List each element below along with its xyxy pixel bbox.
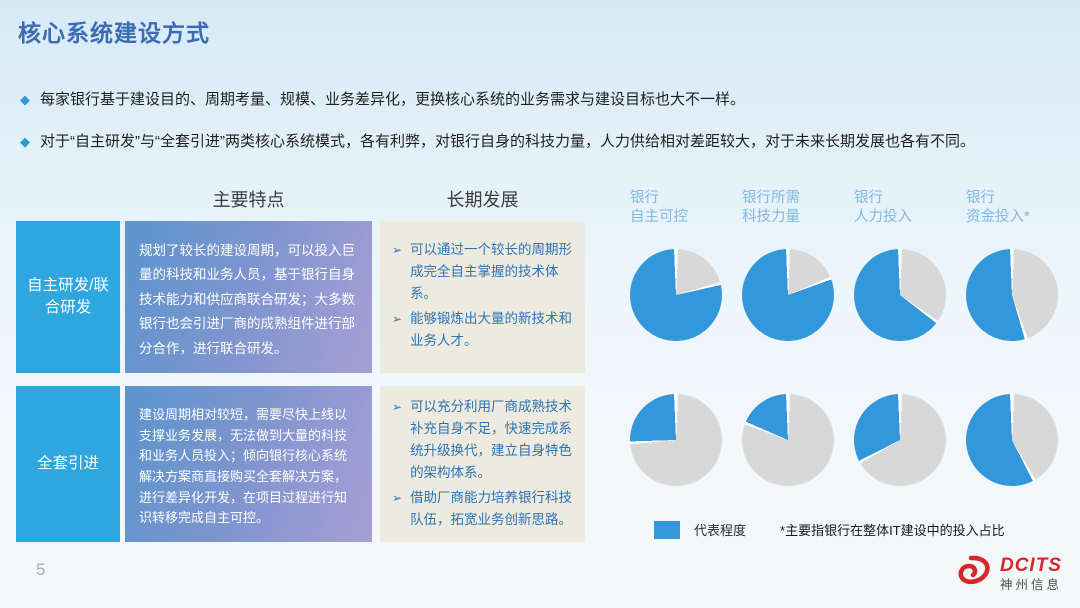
pie-chart-capital-row1 <box>966 249 1058 341</box>
longterm-text: 能够锻炼出大量的新技术和业务人才。 <box>410 311 573 348</box>
pie-chart-autonomy-row2 <box>630 394 722 486</box>
page-title: 核心系统建设方式 <box>18 20 210 46</box>
arrow-bullet-icon: ➢ <box>392 400 403 414</box>
legend-swatch <box>654 520 680 539</box>
longterm-text: 可以充分利用厂商成熟技术补充自身不足，快速完成系统升级换代，建立自身特色的架构体… <box>410 399 573 480</box>
page-number: 5 <box>36 560 46 579</box>
pie-column-headers: 银行 自主可控 银行所需 科技力量 银行 人力投入 银行 资金投入* <box>622 189 1070 227</box>
pie-chart-manpower-row1 <box>854 249 946 341</box>
bullet-item: ◆ 每家银行基于建设目的、周期考量、规模、业务差异化，更换核心系统的业务需求与建… <box>14 90 1069 110</box>
longterm-panel-row2: ➢ 可以充分利用厂商成熟技术补充自身不足，快速完成系统升级换代，建立自身特色的架… <box>380 386 585 542</box>
column-header-features: 主要特点 <box>212 190 285 210</box>
longterm-text: 借助厂商能力培养银行科技队伍，拓宽业务创新思路。 <box>410 490 573 527</box>
pie-chart-tech-row1 <box>742 249 834 341</box>
logo-brand-text: DCITS <box>999 554 1062 576</box>
longterm-text: 可以通过一个较长的周期形成完全自主掌握的技术体系。 <box>410 242 573 301</box>
longterm-panel-row1: ➢ 可以通过一个较长的周期形成完全自主掌握的技术体系。 ➢ 能够锻炼出大量的新技… <box>380 221 585 373</box>
column-header-longterm: 长期发展 <box>446 190 519 210</box>
features-panel-row2: 建设周期相对较短，需要尽快上线以支撑业务发展，无法做到大量的科技和业务人员投入；… <box>125 386 372 542</box>
arrow-bullet-icon: ➢ <box>392 312 403 326</box>
pie-row-full-import <box>620 394 1068 486</box>
bullet-text: 每家银行基于建设目的、周期考量、规模、业务差异化，更换核心系统的业务需求与建设目… <box>40 91 746 108</box>
longterm-item: ➢ 可以充分利用厂商成熟技术补充自身不足，快速完成系统升级换代，建立自身特色的架… <box>388 396 577 484</box>
pie-column-header: 银行 自主可控 <box>630 190 688 226</box>
pie-chart-autonomy-row1 <box>630 249 722 341</box>
bullet-text: 对于“自主研发”与“全套引进”两类核心系统模式，各有利弊，对银行自身的科技力量，… <box>40 133 975 150</box>
pie-chart-tech-row2 <box>742 394 834 486</box>
company-logo: DCITS 神州信息 <box>950 554 1062 593</box>
row-label-full-import: 全套引进 <box>16 386 120 542</box>
pie-column-header: 银行 资金投入* <box>966 190 1030 226</box>
features-text: 建设周期相对较短，需要尽快上线以支撑业务发展，无法做到大量的科技和业务人员投入；… <box>139 407 348 526</box>
longterm-item: ➢ 能够锻炼出大量的新技术和业务人才。 <box>388 308 577 352</box>
features-panel-row1: 规划了较长的建设周期，可以投入巨量的科技和业务人员，基于银行自身技术能力和供应商… <box>125 221 372 373</box>
pie-row-self-developed <box>620 249 1068 341</box>
longterm-item: ➢ 可以通过一个较长的周期形成完全自主掌握的技术体系。 <box>388 239 577 305</box>
arrow-bullet-icon: ➢ <box>392 491 403 505</box>
pie-chart-capital-row2 <box>966 394 1058 486</box>
chart-legend: 代表程度 *主要指银行在整体IT建设中的投入占比 <box>654 520 1005 539</box>
pie-column-header: 银行所需 科技力量 <box>742 190 800 226</box>
bullet-item: ◆ 对于“自主研发”与“全套引进”两类核心系统模式，各有利弊，对银行自身的科技力… <box>14 132 1069 152</box>
intro-bullets: ◆ 每家银行基于建设目的、周期考量、规模、业务差异化，更换核心系统的业务需求与建… <box>14 90 1069 174</box>
pie-column-header: 银行 人力投入 <box>854 190 912 226</box>
diamond-bullet-icon: ◆ <box>20 92 30 107</box>
logo-swirl-icon <box>950 554 992 593</box>
diamond-bullet-icon: ◆ <box>20 134 30 149</box>
arrow-bullet-icon: ➢ <box>392 243 403 257</box>
logo-company-text: 神州信息 <box>999 577 1062 592</box>
row-label-self-developed: 自主研发/联合研发 <box>16 221 120 373</box>
legend-label: 代表程度 <box>694 523 747 538</box>
features-text: 规划了较长的建设周期，可以投入巨量的科技和业务人员，基于银行自身技术能力和供应商… <box>139 242 355 356</box>
pie-chart-manpower-row2 <box>854 394 946 486</box>
longterm-item: ➢ 借助厂商能力培养银行科技队伍，拓宽业务创新思路。 <box>388 487 577 531</box>
chart-footnote: *主要指银行在整体IT建设中的投入占比 <box>780 523 1005 538</box>
